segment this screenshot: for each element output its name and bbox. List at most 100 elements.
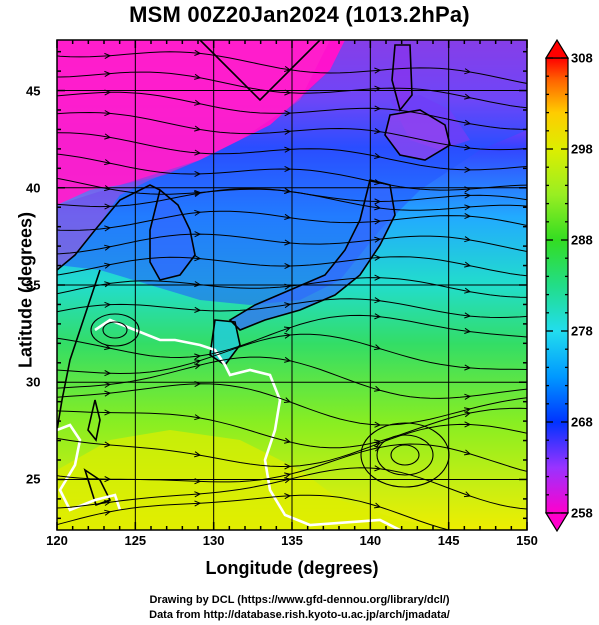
streamline-arrow <box>464 144 472 151</box>
streamline-arrow <box>373 441 382 448</box>
streamline-arrow <box>104 225 112 232</box>
streamline-arrow <box>194 500 202 507</box>
streamline-arrow <box>464 407 472 414</box>
streamline-arrow <box>104 52 112 60</box>
streamline-arrow <box>194 306 202 313</box>
streamline-arrow <box>374 67 382 74</box>
streamline-arrow <box>104 70 112 78</box>
streamline-arrow <box>464 68 472 75</box>
coastlines <box>57 40 451 507</box>
x-axis-title: Longitude (degrees) <box>205 558 379 578</box>
streamline-arrow <box>284 65 292 72</box>
streamline-arrow <box>194 189 202 196</box>
colorbar-bottom-arrow <box>544 512 570 533</box>
streamline-arrow <box>374 344 382 351</box>
streamline-arrow <box>464 327 472 334</box>
streamline-arrow <box>194 99 202 106</box>
streamline-arrow <box>194 191 202 198</box>
x-tick-label: 140 <box>359 533 382 548</box>
streamline-arrow <box>284 213 292 220</box>
streamline-arrow <box>104 244 112 251</box>
streamline-arrow <box>194 353 202 360</box>
streamline-arrow <box>194 363 202 370</box>
streamline-arrow <box>194 255 202 262</box>
streamline-arrow <box>284 128 292 135</box>
streamline-arrow <box>464 364 472 371</box>
streamline-arrow <box>104 133 112 140</box>
streamline-arrow <box>374 445 382 452</box>
cold-air-region <box>57 40 345 205</box>
streamline-arrow <box>374 385 382 392</box>
streamline-arrow <box>464 287 472 294</box>
streamline-arrow <box>464 411 472 418</box>
streamline-arrow <box>374 218 382 225</box>
streamline-arrow <box>194 491 202 498</box>
streamline-arrow <box>194 170 202 178</box>
streamline-arrow <box>104 409 112 416</box>
streamline-arrow <box>104 203 112 210</box>
streamline-arrow <box>464 192 472 199</box>
streamline-arrow <box>284 302 292 309</box>
lat-lon-grid <box>57 40 527 530</box>
streamline-arrow <box>464 421 472 428</box>
streamline-arrow <box>284 332 292 339</box>
streamline-arrow <box>284 437 292 444</box>
y-tick-label: 40 <box>26 180 41 196</box>
credit-drawing: Drawing by DCL (https://www.gfd-dennou.o… <box>149 594 450 606</box>
streamline-arrow <box>374 127 382 135</box>
streamline-arrow <box>104 262 112 269</box>
streamline-arrow <box>104 381 112 388</box>
x-tick-label: 120 <box>46 533 68 548</box>
streamline-arrow <box>194 149 202 156</box>
streamline-arrow <box>104 370 112 377</box>
streamline-arrow <box>374 274 382 281</box>
streamline-arrow <box>104 441 112 448</box>
streamline-arrow <box>284 262 292 270</box>
streamline-arrow <box>464 261 472 268</box>
streamline-arrow <box>104 344 112 351</box>
streamline-arrow <box>284 110 292 117</box>
colorbar-body <box>545 57 569 514</box>
streamline-arrow <box>284 146 292 153</box>
x-tick-label: 130 <box>202 533 225 548</box>
streamline-arrow <box>374 313 382 320</box>
map-title: MSM 00Z20Jan2024 (1013.2hPa) <box>129 2 470 27</box>
streamline-arrow <box>374 198 382 205</box>
wind-streamlines <box>57 49 527 530</box>
streamline-arrow <box>104 509 112 516</box>
streamline-arrow <box>374 204 382 211</box>
streamline-arrow <box>194 125 202 132</box>
streamline-arrow <box>284 356 292 363</box>
streamline-arrow <box>104 110 112 117</box>
streamline-arrow <box>464 236 472 243</box>
colorbar-tick-marks <box>546 57 568 514</box>
colorbar <box>544 38 570 533</box>
streamline-arrow <box>284 187 292 194</box>
streamline-arrow <box>194 49 202 56</box>
colorbar-tick-label: 258 <box>571 505 593 521</box>
axis-tick-marks <box>56 40 528 530</box>
streamline-arrow <box>283 326 292 333</box>
colorbar-tick-label: 278 <box>571 323 593 339</box>
streamline-arrow <box>284 165 292 173</box>
y-tick-label: 25 <box>26 471 41 487</box>
streamline-arrow <box>284 493 292 500</box>
streamline-arrow <box>374 465 382 472</box>
map-plot-area <box>57 40 527 530</box>
streamline-arrow <box>104 185 112 192</box>
white-contour <box>94 318 401 530</box>
streamline-arrow <box>464 93 472 100</box>
streamline-arrow <box>283 397 292 403</box>
colorbar-tick-label: 298 <box>571 141 593 157</box>
streamline-arrow <box>374 254 382 261</box>
streamline-arrow <box>284 239 292 246</box>
streamline-arrow <box>374 105 382 112</box>
streamline-arrow <box>374 179 382 186</box>
streamline-arrow <box>464 449 472 456</box>
y-axis-title: Latitude (degrees) <box>15 211 36 369</box>
x-tick-label: 145 <box>437 533 460 548</box>
streamline-arrow <box>374 236 382 243</box>
y-tick-label: 30 <box>26 374 41 390</box>
colorbar-tick-label: 268 <box>571 414 593 430</box>
